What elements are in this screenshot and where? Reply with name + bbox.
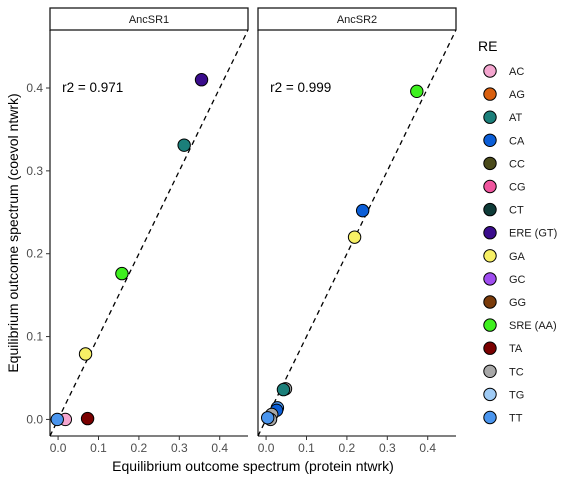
legend-key [483, 387, 497, 402]
legend-key [483, 133, 497, 148]
legend-key [483, 410, 497, 425]
data-point [177, 138, 191, 152]
data-point [115, 266, 129, 281]
legend-key [483, 179, 497, 194]
legend-item: AG [483, 87, 525, 101]
legend-item: CA [483, 133, 525, 148]
y-tick-label: 0.1 [26, 330, 43, 344]
data-point [194, 73, 209, 87]
data-point [276, 382, 291, 397]
x-tick-label: 0.3 [379, 441, 396, 455]
legend-key [483, 87, 497, 101]
legend-item: GA [483, 249, 526, 263]
legend-item: TT [483, 410, 523, 425]
y-tick-label: 0.2 [26, 247, 43, 261]
legend-label: GA [509, 251, 526, 263]
x-tick-label: 0.1 [298, 441, 315, 455]
legend-item: CG [483, 179, 526, 194]
legend-label: GG [509, 297, 526, 309]
x-axis-title: Equilibrium outcome spectrum (protein nt… [112, 458, 394, 474]
legend-item: AC [483, 64, 524, 78]
legend-label: TC [509, 366, 524, 378]
legend-label: CC [509, 158, 525, 170]
legend-key [483, 295, 497, 309]
legend-key [483, 364, 497, 378]
legend-key [483, 341, 497, 355]
legend-label: SRE (AA) [509, 320, 557, 332]
legend-item: SRE (AA) [483, 318, 557, 332]
x-tick-label: 0.2 [131, 441, 148, 455]
legend-label: CG [509, 182, 526, 194]
panel-ancsr1: AncSR1 0.0 0.1 0.2 0.3 0.4 0.0 0.1 0.2 0.3 0.4 r2 =… [26, 7, 249, 455]
panel-ancsr2: AncSR2 0.0 0.1 0.2 0.3 0.4 r2 = 0.999 [257, 7, 457, 455]
y-axis-title: Equilibrium outcome spectrum (coevol ntw… [5, 93, 21, 372]
data-point [355, 203, 370, 218]
legend-label: GC [509, 274, 526, 286]
legend-item: CC [483, 156, 525, 171]
legend-item: TC [483, 364, 524, 378]
data-point [347, 230, 362, 244]
x-tick-label: 0.4 [419, 441, 436, 455]
y-tick-label: 0.4 [26, 81, 43, 95]
legend-key [483, 202, 497, 217]
y-tick-label: 0.3 [26, 164, 43, 178]
legend-label: ERE (GT) [509, 228, 557, 240]
legend-label: TA [509, 343, 523, 355]
r2-annotation: r2 = 0.999 [270, 80, 331, 95]
legend-item: TA [483, 341, 523, 355]
legend-label: AG [509, 89, 525, 101]
strip-box [257, 7, 457, 31]
data-point [78, 347, 93, 361]
x-tick-label: 0.0 [258, 441, 275, 455]
legend-label: CA [509, 135, 525, 147]
legend-label: AT [509, 112, 523, 124]
legend-item: CT [483, 202, 524, 217]
x-tick-label: 0.0 [50, 441, 67, 455]
legend-label: AC [509, 66, 524, 78]
legend-key [483, 110, 497, 124]
data-point [50, 412, 64, 427]
reference-line [50, 30, 248, 436]
legend-item: ERE (GT) [483, 226, 557, 240]
y-tick-label: 0.0 [26, 412, 43, 426]
legend-key [483, 156, 497, 171]
data-point [80, 411, 95, 426]
x-tick-label: 0.2 [339, 441, 356, 455]
x-tick-label: 0.4 [211, 441, 228, 455]
r2-annotation: r2 = 0.971 [62, 80, 123, 95]
data-point [260, 411, 275, 425]
legend-item: AT [483, 110, 523, 124]
strip-box [49, 7, 249, 31]
legend: RE AC AG AT CA CC CG CT ERE (GT) GA GC GG SRE (AA) TA… [478, 38, 557, 425]
legend-label: TT [509, 413, 523, 425]
legend-item: TG [483, 387, 524, 402]
legend-item: GC [483, 272, 526, 286]
legend-key [483, 272, 497, 286]
legend-key [483, 249, 497, 263]
strip-label: AncSR1 [129, 14, 169, 26]
legend-key [483, 318, 497, 332]
legend-item: GG [483, 295, 526, 309]
legend-label: TG [509, 389, 524, 401]
x-tick-label: 0.3 [171, 441, 188, 455]
legend-title: RE [478, 38, 497, 54]
legend-label: CT [509, 205, 524, 217]
data-point [410, 84, 424, 99]
legend-key [483, 64, 497, 78]
legend-key [483, 226, 497, 240]
x-tick-label: 0.1 [90, 441, 107, 455]
strip-label: AncSR2 [337, 14, 377, 26]
